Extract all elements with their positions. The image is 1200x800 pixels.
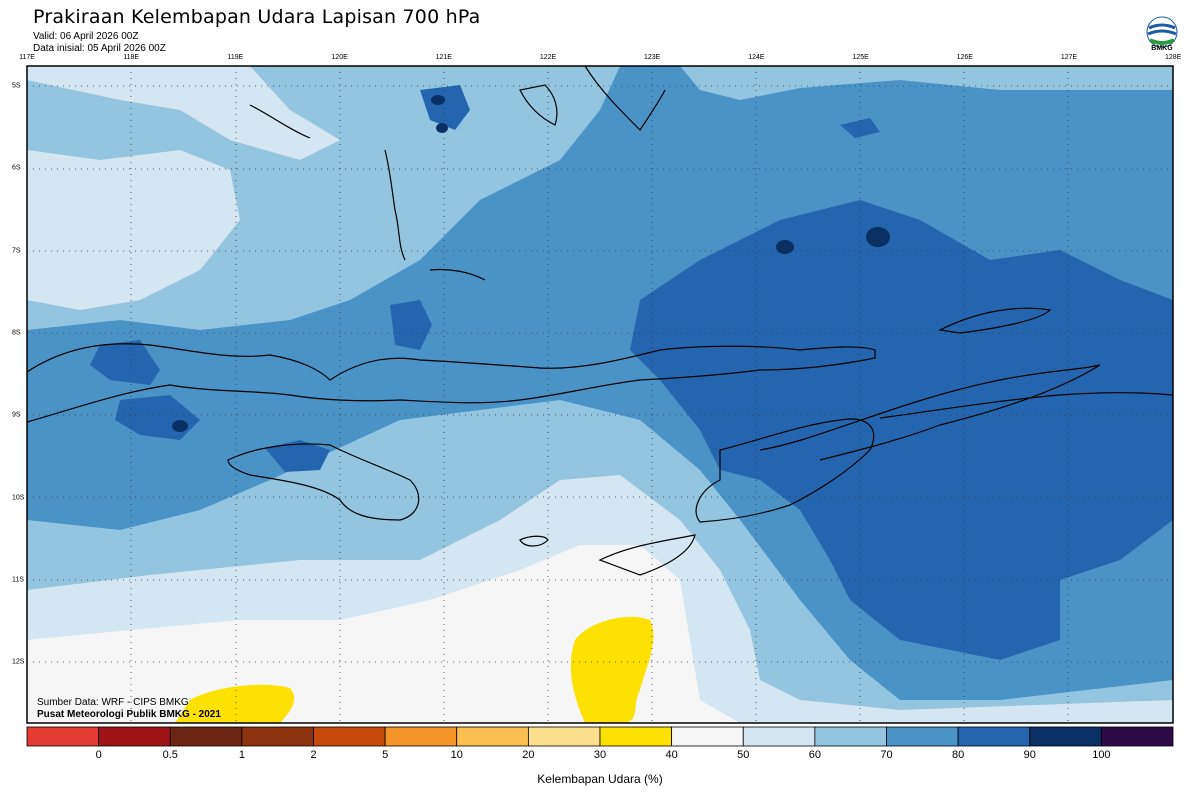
humidity-fill-layer bbox=[27, 66, 1173, 723]
colorbar-swatch bbox=[527, 726, 601, 747]
zone-50-60-northwest bbox=[27, 66, 340, 160]
colorbar-tick-label: 90 bbox=[1023, 749, 1036, 761]
zone-80-90-c bbox=[390, 300, 432, 350]
colorbar-swatch bbox=[671, 726, 744, 747]
coastlines bbox=[27, 66, 1173, 576]
zone-80-90-east bbox=[630, 200, 1173, 660]
lon-label: 123E bbox=[644, 54, 661, 61]
lon-label: 128E bbox=[1165, 54, 1182, 61]
lon-label: 127E bbox=[1060, 54, 1078, 61]
lon-label: 120E bbox=[331, 54, 348, 61]
zone-90-100-e bbox=[436, 123, 448, 133]
colorbar-swatch bbox=[384, 726, 458, 747]
lon-label: 126E bbox=[956, 54, 973, 61]
graticule bbox=[27, 66, 1173, 723]
zone-40-50-south bbox=[27, 545, 740, 723]
colorbar-swatch bbox=[313, 726, 386, 747]
lat-label: 9S bbox=[12, 411, 21, 419]
lat-label: 7S bbox=[12, 247, 21, 255]
zone-90-100-d bbox=[431, 95, 445, 105]
zone-50-60-west bbox=[27, 150, 240, 310]
colorbar-swatch bbox=[957, 726, 1031, 747]
zone-90-100-b bbox=[776, 240, 794, 254]
colorbar-tick-label: 40 bbox=[665, 749, 678, 761]
lon-label: 119E bbox=[227, 54, 244, 61]
lon-label: 118E bbox=[123, 54, 140, 61]
zone-90-100-c bbox=[172, 420, 188, 432]
colorbar-swatch bbox=[241, 726, 314, 747]
valid-time: Valid: 06 April 2026 00Z bbox=[33, 31, 139, 42]
lon-label: 122E bbox=[539, 54, 557, 61]
colorbar-swatch bbox=[98, 726, 171, 747]
data-source: Sumber Data: WRF - CIPS BMKG bbox=[37, 697, 189, 708]
lon-label: 125E bbox=[852, 54, 869, 61]
colorbar bbox=[26, 726, 1174, 747]
colorbar-tick-label: 70 bbox=[880, 749, 893, 761]
colorbar-swatch bbox=[814, 726, 887, 747]
colorbar-tick-label: 30 bbox=[593, 749, 607, 761]
lon-label: 121E bbox=[435, 54, 452, 61]
colorbar-title: Kelembapan Udara (%) bbox=[537, 772, 663, 786]
organization-credit: Pusat Meteorologi Publik BMKG - 2021 bbox=[37, 709, 221, 720]
colorbar-tick-label: 20 bbox=[522, 749, 535, 761]
colorbar-tick-label: 100 bbox=[1092, 749, 1111, 761]
bmkg-logo-icon bbox=[1146, 16, 1178, 48]
lat-label: 10S bbox=[12, 494, 25, 501]
colorbar-tick-label: 10 bbox=[450, 749, 463, 761]
colorbar-swatch bbox=[1029, 726, 1102, 747]
zone-80-90-f bbox=[840, 118, 880, 138]
colorbar-swatch bbox=[599, 726, 673, 747]
lat-label: 12S bbox=[12, 658, 25, 666]
colorbar-swatch bbox=[169, 726, 243, 747]
colorbar-tick-label: 80 bbox=[952, 749, 965, 761]
colorbar-tick-label: 0 bbox=[95, 749, 102, 761]
colorbar-tick-label: 1 bbox=[238, 749, 245, 761]
init-time: Data inisial: 05 April 2026 00Z bbox=[33, 43, 166, 54]
colorbar-tick-label: 50 bbox=[737, 749, 750, 761]
colorbar-swatch bbox=[886, 726, 959, 747]
lat-label: 5S bbox=[12, 82, 21, 90]
bmkg-logo-text: BMKG bbox=[1151, 45, 1173, 52]
colorbar-swatch bbox=[456, 726, 529, 747]
lat-label: 6S bbox=[12, 164, 21, 172]
lat-label: 11S bbox=[12, 576, 24, 584]
zone-60-70-northeast bbox=[680, 66, 1173, 100]
colorbar-tick-label: 60 bbox=[808, 749, 821, 761]
lon-label: 124E bbox=[748, 54, 765, 61]
colorbar-tick-label: 5 bbox=[382, 749, 389, 761]
zone-80-90-e bbox=[420, 85, 470, 130]
lat-label: 8S bbox=[12, 329, 21, 337]
colorbar-tick-label: 0.5 bbox=[162, 749, 178, 761]
zone-90-100-a bbox=[866, 227, 890, 247]
zone-30-40-b bbox=[175, 684, 295, 723]
colorbar-swatch bbox=[1100, 726, 1174, 747]
zone-80-90-west bbox=[90, 340, 160, 385]
map-frame bbox=[26, 65, 1174, 724]
colorbar-tick-label: 2 bbox=[310, 749, 317, 761]
lon-label: 117E bbox=[19, 54, 35, 61]
zone-30-40-a bbox=[570, 616, 654, 723]
colorbar-swatch bbox=[742, 726, 816, 747]
colorbar-swatch bbox=[26, 726, 100, 747]
map-title: Prakiraan Kelembapan Udara Lapisan 700 h… bbox=[33, 6, 481, 28]
zone-80-90-d bbox=[265, 440, 330, 472]
